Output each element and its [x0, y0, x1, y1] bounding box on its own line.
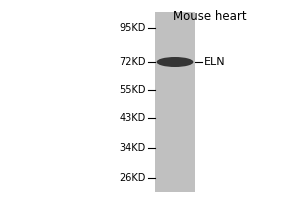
Text: 72KD: 72KD — [119, 57, 146, 67]
Bar — [155, 12, 195, 192]
Text: Mouse heart: Mouse heart — [173, 10, 247, 23]
Text: ELN: ELN — [204, 57, 226, 67]
Text: 55KD: 55KD — [119, 85, 146, 95]
Text: 26KD: 26KD — [120, 173, 146, 183]
Text: 34KD: 34KD — [120, 143, 146, 153]
Ellipse shape — [157, 57, 194, 67]
Text: 95KD: 95KD — [120, 23, 146, 33]
Text: 43KD: 43KD — [120, 113, 146, 123]
